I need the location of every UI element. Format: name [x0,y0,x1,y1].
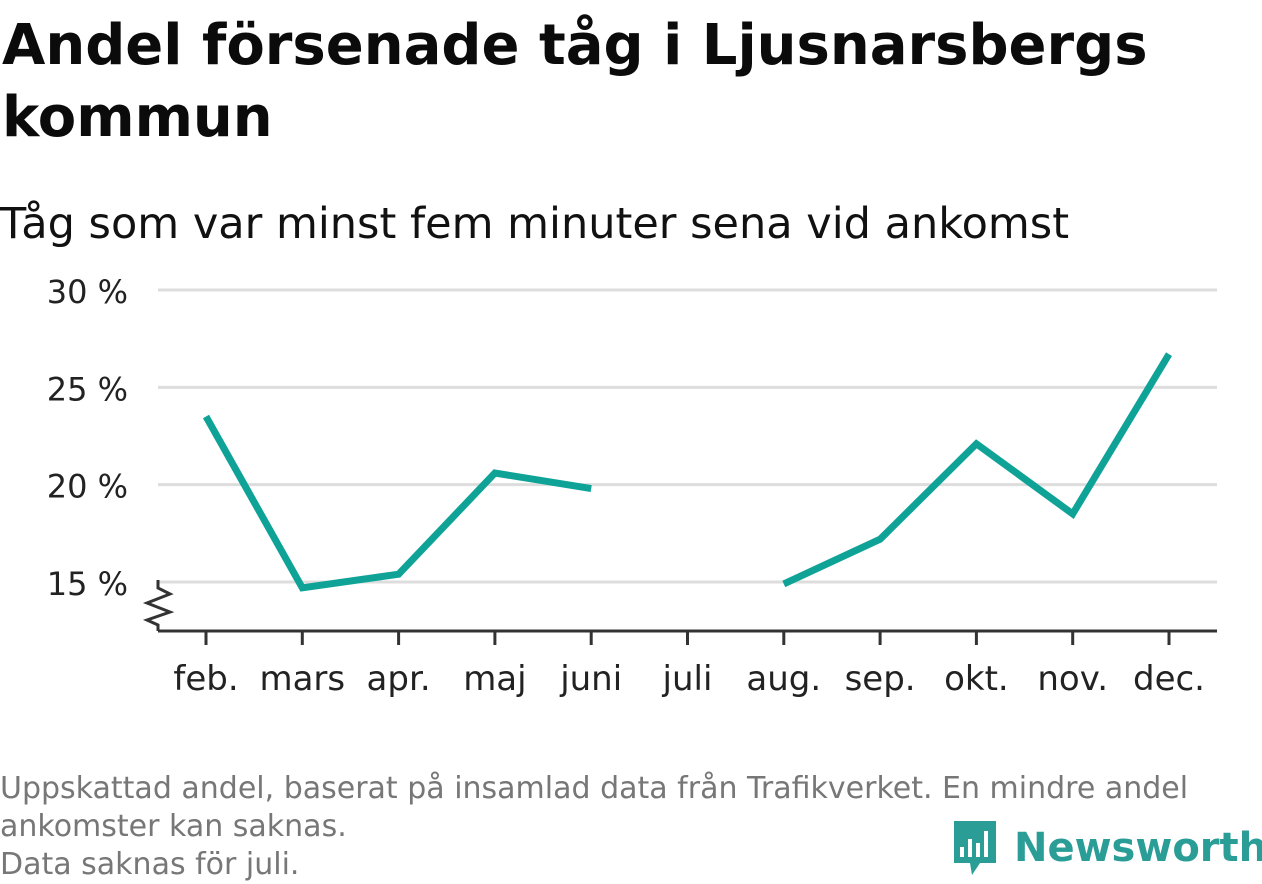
chart-subtitle: Tåg som var minst fem minuter sena vid a… [0,199,1070,249]
footnote-line-1: Uppskattad andel, baserat på insamlad da… [0,771,1189,806]
series-line [202,352,1172,592]
brand-name: Newsworthy [1014,825,1262,871]
x-tick-label: nov. [1037,659,1108,699]
x-tick-label: maj [463,659,526,699]
y-tick-label: 15 % [47,565,128,603]
x-axis [142,580,1217,645]
newsworthy-logo-icon [954,821,996,875]
footnote-line-2: ankomster kan saknas. [0,809,347,844]
x-tick-label: juni [559,659,622,699]
footnote: Uppskattad andel, baserat på insamlad da… [0,770,1250,884]
x-tick-label: aug. [746,659,821,699]
gridlines [158,288,1217,584]
newsworthy-logo: Newsworthy [950,817,1262,879]
y-axis-break [142,580,175,631]
series-line-segment [202,414,592,592]
x-tick-label: mars [259,659,345,699]
x-tick-label: dec. [1133,659,1205,699]
x-axis-tick-labels: feb. mars apr. maj juni juli aug. sep. okt. nov. d… [173,659,1205,699]
x-tick-label: sep. [845,659,916,699]
x-tick-label: apr. [367,659,431,699]
y-tick-label: 25 % [47,370,128,408]
line-chart: 15 % 20 % 25 % 30 % feb. mars apr. maj juni juli… [47,273,1217,699]
y-tick-label: 20 % [47,468,128,506]
x-tick-label: juli [662,659,713,699]
chart-title: Andel försenade tåg i Ljusnarsbergs komm… [2,13,1148,150]
x-tick-label: okt. [944,659,1009,699]
footnote-line-3: Data saknas för juli. [0,847,300,882]
series-line-segment [782,352,1172,588]
y-axis-tick-labels: 15 % 20 % 25 % 30 % [47,273,128,603]
x-tick-label: feb. [173,659,238,699]
y-tick-label: 30 % [47,273,128,311]
